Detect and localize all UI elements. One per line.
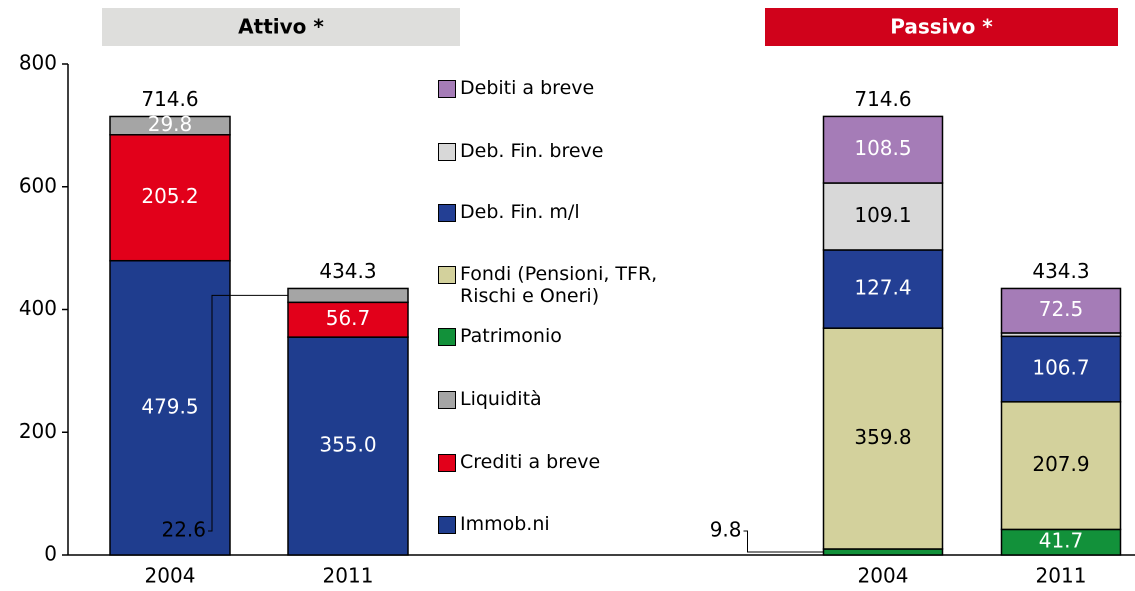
value-label: 56.7 bbox=[326, 306, 371, 330]
total-label: 714.6 bbox=[854, 87, 911, 111]
legend-swatch bbox=[438, 143, 456, 161]
bar-segment bbox=[822, 115, 944, 184]
title-box bbox=[765, 8, 1118, 46]
legend-label: Immob.ni bbox=[460, 513, 550, 535]
legend-swatch bbox=[438, 516, 456, 534]
legend-label: Liquidità bbox=[460, 388, 542, 410]
legend-label: Deb. Fin. m/l bbox=[460, 201, 580, 223]
x-tick-label: 2004 bbox=[145, 564, 196, 588]
bar-segment bbox=[287, 287, 409, 304]
legend-label: Debiti a breve bbox=[460, 77, 595, 99]
bar-segment bbox=[1000, 287, 1122, 334]
value-label: 29.8 bbox=[148, 112, 193, 136]
value-label: 9.8 bbox=[710, 518, 742, 542]
value-label: 127.4 bbox=[854, 276, 911, 300]
total-label: 434.3 bbox=[1032, 259, 1089, 283]
y-tick-label: 0 bbox=[44, 542, 57, 566]
value-label: 359.8 bbox=[854, 425, 911, 449]
bar-segment bbox=[287, 301, 409, 338]
leader-line bbox=[208, 294, 288, 532]
bar-segment bbox=[822, 182, 944, 251]
value-label: 109.1 bbox=[854, 203, 911, 227]
value-label: 72.5 bbox=[1039, 297, 1084, 321]
chart-title: Passivo * bbox=[890, 15, 993, 39]
bar-segment bbox=[822, 548, 944, 556]
y-tick-label: 600 bbox=[19, 173, 57, 197]
y-tick-label: 400 bbox=[19, 296, 57, 320]
total-label: 714.6 bbox=[141, 87, 198, 111]
legend-label: Fondi (Pensioni, TFR, Rischi e Oneri) bbox=[460, 263, 658, 307]
legend-item: Patrimonio bbox=[438, 325, 695, 347]
bar-segment bbox=[822, 327, 944, 550]
legend-swatch bbox=[438, 391, 456, 409]
legend-swatch bbox=[438, 328, 456, 346]
value-label: 106.7 bbox=[1032, 356, 1089, 380]
value-label: 41.7 bbox=[1039, 529, 1084, 553]
value-label: 355.0 bbox=[319, 433, 376, 457]
legend-swatch bbox=[438, 266, 456, 284]
bar-segment bbox=[1000, 528, 1122, 556]
bar-segment bbox=[109, 115, 231, 136]
legend-label: Crediti a breve bbox=[460, 451, 601, 473]
x-tick-label: 2004 bbox=[858, 564, 909, 588]
legend-item: Crediti a breve bbox=[438, 451, 695, 473]
leader-line bbox=[743, 530, 824, 553]
legend-item: Debiti a breve bbox=[438, 77, 695, 99]
value-label: 479.5 bbox=[141, 394, 198, 418]
y-tick-label: 800 bbox=[19, 51, 57, 75]
title-box bbox=[102, 8, 460, 46]
value-label: 207.9 bbox=[1032, 452, 1089, 476]
y-tick-label: 200 bbox=[19, 419, 57, 443]
legend-item: Fondi (Pensioni, TFR, Rischi e Oneri) bbox=[438, 263, 695, 307]
legend-swatch bbox=[438, 204, 456, 222]
bar-segment bbox=[109, 259, 231, 556]
legend-item: Liquidità bbox=[438, 388, 695, 410]
legend-swatch bbox=[438, 80, 456, 98]
legend-swatch bbox=[438, 454, 456, 472]
x-tick-label: 2011 bbox=[1036, 564, 1087, 588]
legend-label: Patrimonio bbox=[460, 325, 562, 347]
total-label: 434.3 bbox=[319, 259, 376, 283]
value-label: 22.6 bbox=[161, 518, 206, 542]
legend-item: Deb. Fin. breve bbox=[438, 140, 695, 162]
value-label: 108.5 bbox=[854, 136, 911, 160]
chart-title: Attivo * bbox=[238, 15, 324, 39]
x-tick-label: 2011 bbox=[323, 564, 374, 588]
value-label: 205.2 bbox=[141, 184, 198, 208]
legend-item: Immob.ni bbox=[438, 513, 695, 535]
bar-segment bbox=[822, 249, 944, 329]
legend-label: Deb. Fin. breve bbox=[460, 140, 604, 162]
legend-item: Deb. Fin. m/l bbox=[438, 201, 695, 223]
